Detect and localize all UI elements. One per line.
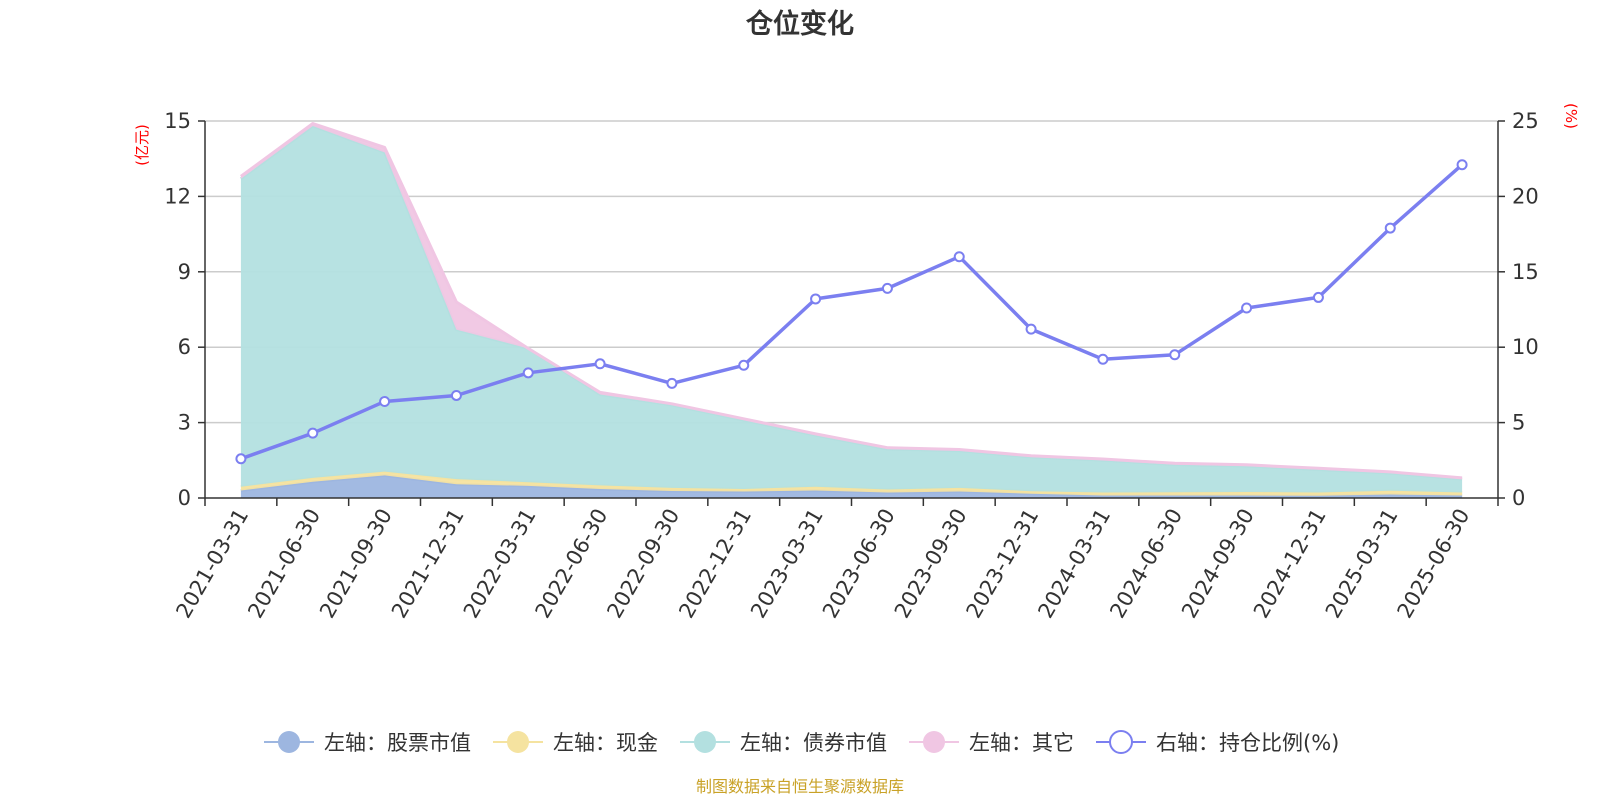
ratio-point xyxy=(666,377,678,389)
legend-item: 右轴：持仓比例(%) xyxy=(1096,730,1339,755)
legend-item: 左轴：其它 xyxy=(909,731,1074,755)
ratio-point xyxy=(1384,222,1396,234)
ratio-point xyxy=(1025,323,1037,335)
x-tick-label: 2022-12-31 xyxy=(674,505,756,623)
left-tick-label: 12 xyxy=(164,184,191,208)
legend-label: 左轴：现金 xyxy=(553,731,658,755)
right-tick-label: 25 xyxy=(1512,109,1539,133)
legend-item: 左轴：股票市值 xyxy=(264,731,471,755)
x-tick-label: 2024-06-30 xyxy=(1105,505,1187,623)
ratio-point xyxy=(235,453,247,465)
legend: 左轴：股票市值 左轴：现金 左轴：债券市值 左轴：其它 右轴：持仓比例(%) xyxy=(264,730,1339,755)
ratio-point xyxy=(810,293,822,305)
legend-item: 左轴：现金 xyxy=(493,731,658,755)
legend-label: 左轴：其它 xyxy=(969,731,1074,755)
x-tick-label: 2025-06-30 xyxy=(1393,505,1475,623)
left-tick-label: 6 xyxy=(178,335,191,359)
x-tick-label: 2023-09-30 xyxy=(890,505,972,623)
right-tick-label: 15 xyxy=(1512,260,1539,284)
x-tick-label: 2022-06-30 xyxy=(531,505,613,623)
ratio-point xyxy=(379,395,391,407)
ratio-point xyxy=(1169,349,1181,361)
data-source-note: 制图数据来自恒生聚源数据库 xyxy=(696,777,904,796)
right-tick-label: 10 xyxy=(1512,335,1539,359)
x-tick-label: 2021-03-31 xyxy=(171,505,253,623)
ratio-point xyxy=(522,367,534,379)
area-series-1 xyxy=(240,475,1463,498)
x-tick-label: 2022-03-31 xyxy=(459,505,541,623)
legend-marker-hollow xyxy=(1109,730,1133,754)
chart-title: 仓位变化 xyxy=(745,8,854,40)
ratio-point xyxy=(1097,353,1109,365)
stacked-areas xyxy=(240,122,1463,498)
x-tick-label: 2021-09-30 xyxy=(315,505,397,623)
x-tick-label: 2022-09-30 xyxy=(602,505,684,623)
ratio-point xyxy=(307,427,319,439)
right-tick-label: 5 xyxy=(1512,411,1525,435)
x-tick-label: 2021-12-31 xyxy=(387,504,469,622)
left-tick-label: 15 xyxy=(164,109,191,133)
legend-label: 左轴：债券市值 xyxy=(740,731,887,755)
legend-item: 左轴：债券市值 xyxy=(680,731,887,755)
ratio-line-path xyxy=(240,163,1464,461)
ratio-point xyxy=(953,251,965,263)
area-series-3 xyxy=(240,126,1463,493)
legend-marker xyxy=(923,731,945,753)
right-tick-label: 0 xyxy=(1512,486,1525,510)
left-tick-label: 3 xyxy=(178,411,191,435)
ratio-point xyxy=(738,359,750,371)
legend-marker xyxy=(694,731,716,753)
left-axis-unit: (亿元) xyxy=(133,124,151,166)
x-tick-label: 2024-09-30 xyxy=(1177,505,1259,623)
ratio-point xyxy=(1312,291,1324,303)
x-tick-label: 2025-03-31 xyxy=(1321,505,1403,623)
right-axis-unit: (%) xyxy=(1562,103,1580,129)
area-edge-series-4 xyxy=(240,122,1463,480)
x-tick-label: 2023-12-31 xyxy=(962,505,1044,623)
left-tick-label: 0 xyxy=(178,486,191,510)
legend-marker xyxy=(278,731,300,753)
ratio-point xyxy=(1241,302,1253,314)
x-tick-label: 2023-06-30 xyxy=(818,505,900,623)
ratio-line xyxy=(235,159,1468,465)
ratio-point xyxy=(1456,159,1468,171)
x-tick-label: 2021-06-30 xyxy=(243,505,325,623)
legend-label: 左轴：股票市值 xyxy=(324,731,471,755)
ratio-point xyxy=(594,358,606,370)
x-tick-label: 2024-03-31 xyxy=(1033,505,1115,623)
x-tick-label: 2023-03-31 xyxy=(746,505,828,623)
legend-marker xyxy=(507,731,529,753)
left-tick-label: 9 xyxy=(178,260,191,284)
right-tick-label: 20 xyxy=(1512,184,1539,208)
legend-label: 右轴：持仓比例(%) xyxy=(1156,731,1339,755)
x-tick-label: 2024-12-31 xyxy=(1249,505,1331,623)
ratio-point xyxy=(881,282,893,294)
ratio-point xyxy=(450,389,462,401)
